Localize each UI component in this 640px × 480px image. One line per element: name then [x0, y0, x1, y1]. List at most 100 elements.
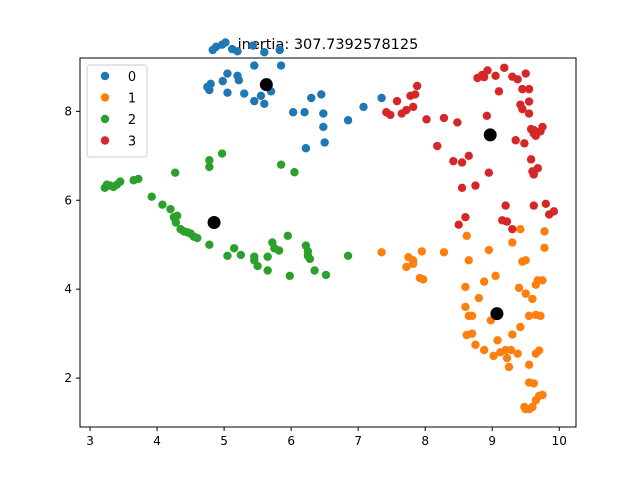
legend: 0 1 2 3 — [86, 64, 148, 158]
centroid-0 — [259, 78, 273, 92]
legend-label-0: 0 — [128, 70, 136, 85]
point-series-3-41 — [524, 84, 534, 94]
point-series-1-44 — [538, 276, 547, 285]
point-series-2-7 — [134, 174, 143, 184]
series-3 — [382, 63, 559, 234]
point-series-2-20 — [170, 168, 180, 177]
point-series-2-12 — [171, 218, 181, 227]
point-series-2-35 — [274, 246, 284, 255]
point-series-3-31 — [502, 217, 512, 226]
point-series-0-29 — [319, 109, 328, 118]
point-series-2-10 — [166, 204, 175, 214]
point-series-1-6 — [417, 247, 427, 256]
point-series-1-12 — [461, 302, 470, 312]
y-axis: 2 4 6 8 — [64, 104, 80, 385]
legend-box — [86, 64, 148, 158]
point-series-0-27 — [307, 93, 316, 103]
point-series-1-35 — [521, 256, 530, 265]
point-series-2-27 — [236, 250, 246, 260]
point-series-2-26 — [229, 244, 239, 253]
point-series-3-15 — [457, 183, 467, 193]
point-series-0-22 — [260, 99, 269, 108]
point-series-2-13 — [172, 211, 182, 221]
point-series-3-38 — [520, 139, 529, 148]
point-series-0-17 — [223, 88, 232, 97]
point-series-0-7 — [260, 48, 269, 57]
point-series-3-22 — [479, 72, 489, 82]
point-series-3-16 — [457, 158, 467, 167]
point-series-3-25 — [484, 168, 494, 177]
point-series-1-60 — [491, 271, 500, 281]
point-series-1-7 — [418, 275, 428, 284]
x-tick-label-4: 4 — [153, 434, 161, 448]
x-tick-label-10: 10 — [552, 434, 567, 448]
point-series-0-20 — [250, 96, 259, 106]
point-series-1-31 — [513, 349, 522, 358]
legend-marker-2 — [100, 114, 110, 124]
point-series-2-19 — [193, 233, 202, 243]
point-series-2-24 — [205, 240, 214, 249]
point-series-0-32 — [301, 144, 311, 153]
point-series-0-5 — [233, 47, 242, 56]
point-series-2-22 — [205, 162, 214, 172]
point-series-1-4 — [408, 256, 418, 265]
plot-area — [100, 38, 559, 414]
point-series-0-18 — [234, 76, 244, 85]
legend-marker-3 — [100, 136, 110, 145]
point-series-2-32 — [263, 252, 272, 261]
point-series-2-36 — [276, 160, 286, 169]
centroid-1 — [490, 307, 504, 321]
x-tick-label-3: 3 — [86, 434, 94, 448]
point-series-3-56 — [508, 224, 517, 234]
point-series-3-29 — [500, 63, 509, 72]
point-series-3-53 — [541, 199, 551, 209]
point-series-1-32 — [516, 322, 525, 332]
point-series-1-24 — [493, 336, 502, 345]
x-tick-label-7: 7 — [354, 434, 362, 448]
point-series-3-52 — [529, 201, 538, 210]
point-series-3-14 — [454, 220, 463, 229]
point-series-0-30 — [319, 122, 328, 132]
point-series-1-21 — [484, 245, 494, 255]
point-series-1-0 — [377, 248, 386, 257]
legend-label-3: 3 — [128, 135, 136, 150]
point-series-0-9 — [276, 61, 286, 70]
point-series-2-38 — [285, 271, 294, 281]
point-series-0-13 — [218, 76, 227, 86]
point-series-2-46 — [303, 247, 313, 256]
series-2 — [100, 149, 353, 281]
series-0 — [203, 38, 386, 153]
y-tick-label-4: 4 — [64, 282, 72, 296]
point-series-3-37 — [518, 84, 527, 94]
point-series-1-43 — [536, 311, 545, 321]
point-series-3-51 — [538, 122, 547, 132]
point-series-2-44 — [321, 270, 331, 280]
point-series-1-9 — [462, 231, 471, 241]
point-series-0-35 — [377, 93, 386, 103]
point-series-3-7 — [410, 90, 420, 99]
point-series-1-18 — [479, 345, 489, 355]
point-series-1-33 — [514, 283, 524, 293]
point-series-3-10 — [433, 141, 442, 151]
point-series-0-8 — [275, 45, 284, 55]
point-series-0-33 — [343, 116, 353, 125]
point-series-2-9 — [158, 200, 167, 209]
point-series-1-20 — [479, 277, 489, 286]
point-series-2-31 — [263, 266, 272, 275]
point-series-1-29 — [506, 345, 516, 355]
point-series-2-21 — [205, 156, 214, 165]
point-series-3-30 — [501, 201, 510, 210]
point-series-3-55 — [549, 207, 559, 216]
point-series-3-19 — [471, 181, 480, 190]
point-series-2-30 — [253, 261, 262, 271]
point-series-0-25 — [288, 108, 298, 117]
point-series-1-39 — [528, 294, 537, 304]
point-series-3-42 — [524, 109, 534, 118]
point-series-1-17 — [471, 340, 480, 349]
point-series-1-59 — [508, 238, 517, 247]
point-series-0-31 — [320, 138, 329, 147]
point-series-3-43 — [526, 155, 536, 164]
point-series-1-37 — [521, 289, 530, 298]
point-series-1-10 — [464, 256, 473, 265]
